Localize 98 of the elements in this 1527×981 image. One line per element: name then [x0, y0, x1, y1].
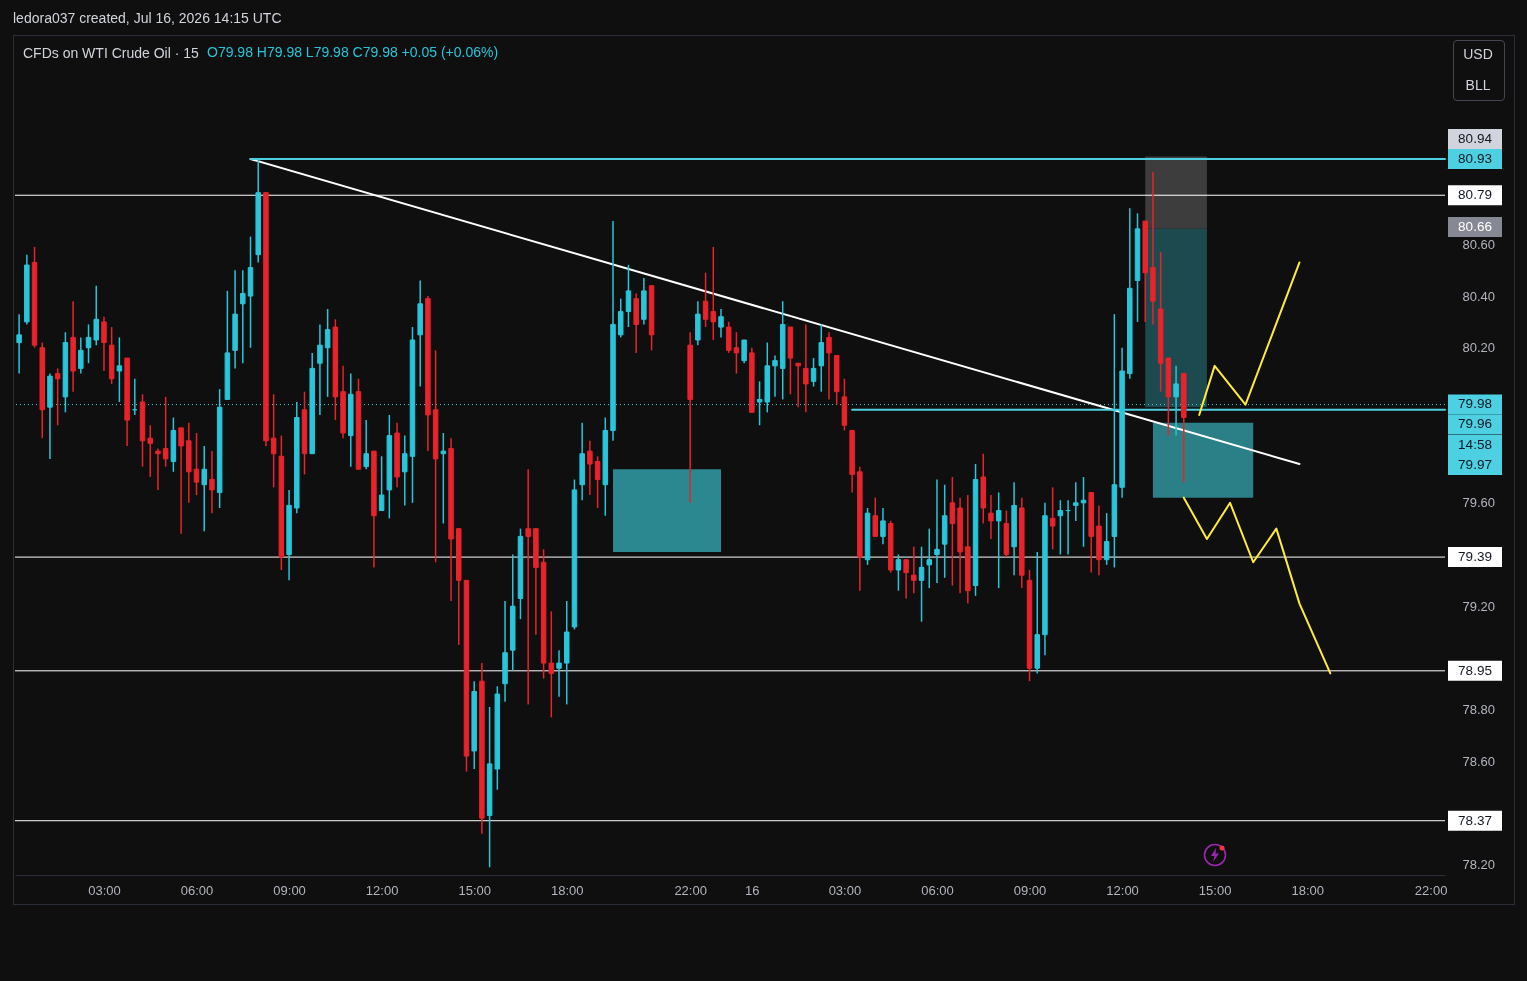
- candlestick: [803, 323, 809, 414]
- candlestick: [741, 339, 747, 364]
- candlestick: [1173, 365, 1179, 437]
- candlestick: [903, 558, 909, 600]
- text: 80.66: [1458, 219, 1492, 234]
- candlestick: [1073, 481, 1079, 522]
- candlestick: [78, 336, 84, 375]
- candlestick: [147, 424, 153, 478]
- candlestick: [926, 527, 932, 589]
- candlestick: [772, 354, 778, 398]
- x-tick-label: 22:00: [674, 882, 707, 898]
- y-tick-label: 78.20: [1462, 857, 1496, 873]
- text: CFDs on WTI Crude Oil · 15: [23, 45, 200, 61]
- candlestick: [934, 478, 940, 584]
- y-tick-label: 78.60: [1462, 753, 1496, 769]
- candlestick: [725, 321, 732, 354]
- candlestick: [324, 308, 331, 398]
- candlestick: [810, 357, 817, 388]
- data-label: 79.96: [1458, 416, 1492, 432]
- candlestick: [402, 434, 408, 507]
- line-series: [1198, 261, 1301, 416]
- candlestick: [16, 313, 22, 375]
- line-series: [1182, 496, 1332, 675]
- text: ledora037 created, Jul 16, 2026 14:15 UTC: [13, 10, 282, 26]
- candlestick: [880, 507, 886, 545]
- candlestick: [949, 476, 956, 587]
- candlestick: [440, 432, 447, 525]
- candlestick: [818, 323, 825, 393]
- candlestick: [733, 331, 740, 375]
- candlestick: [1057, 499, 1064, 556]
- candlestick: [378, 455, 385, 512]
- y-tick-label: 78.80: [1462, 702, 1496, 718]
- candlestick: [918, 546, 925, 623]
- x-tick-label: 09:00: [1013, 882, 1047, 898]
- ref-line-label: 78.95: [1458, 662, 1492, 678]
- candlestick: [209, 450, 215, 514]
- ref-line-label: 79.98: [1458, 396, 1492, 412]
- y-tick-label: 79.20: [1462, 598, 1496, 614]
- candlestick: [85, 323, 92, 364]
- candlestick: [1049, 486, 1056, 551]
- ref-line-label: 80.79: [1458, 187, 1492, 203]
- x-tick-label: 12:00: [1106, 882, 1139, 898]
- text: 14:58: [1458, 437, 1492, 452]
- candlestick: [587, 440, 593, 496]
- text: USD: [1463, 46, 1493, 62]
- candlestick: [556, 649, 562, 698]
- x-tick-label: 06:00: [180, 882, 214, 898]
- ref-line-label: 78.37: [1458, 812, 1492, 828]
- candlestick: [594, 455, 601, 509]
- candlestick: [617, 297, 624, 339]
- x-tick-label: 12:00: [365, 882, 399, 898]
- candlestick: [826, 331, 832, 401]
- x-tick-label: 15:00: [1198, 882, 1232, 898]
- candlestick: [93, 284, 99, 346]
- candlestick: [995, 491, 1002, 589]
- ref-line-label: 79.39: [1458, 549, 1492, 565]
- candlestick: [702, 272, 709, 328]
- y-tick-label: 80.20: [1462, 340, 1496, 356]
- candlestick: [625, 264, 632, 328]
- candlestick: [193, 432, 200, 496]
- y-tick-label: 80.60: [1462, 236, 1496, 252]
- candlestick: [988, 494, 994, 540]
- data-label: 80.93: [1458, 151, 1492, 167]
- candlestick: [363, 419, 369, 470]
- candlestick: [756, 380, 763, 427]
- candlestick: [201, 445, 207, 532]
- x-tick-label: 22:00: [1414, 882, 1448, 898]
- candlestick: [795, 362, 801, 408]
- x-tick-label: 15:00: [458, 882, 491, 898]
- candlestick: [270, 393, 277, 489]
- candlestick: [710, 246, 717, 341]
- y-tick-label: 79.60: [1462, 495, 1496, 511]
- x-tick-label: 03:00: [88, 882, 121, 898]
- candlestick: [317, 323, 323, 416]
- y-tick-label: 80.40: [1462, 288, 1496, 304]
- x-tick-label: 16: [745, 882, 760, 898]
- candlestick: [1103, 512, 1110, 566]
- candlestick: [54, 367, 61, 427]
- candlestick: [178, 427, 184, 535]
- text: 79.97: [1458, 457, 1492, 472]
- x-tick-label: 18:00: [1291, 882, 1324, 898]
- annotation: O79.98 H79.98 L79.98 C79.98 +0.05 (+0.06%): [207, 44, 499, 60]
- candlestick: [872, 496, 879, 538]
- text: 80.94: [1458, 131, 1493, 146]
- text: BLL: [1465, 77, 1491, 93]
- candlestick: [116, 336, 123, 403]
- candlestick: [525, 468, 531, 706]
- candlestick: [895, 553, 902, 592]
- candlestick: [911, 546, 917, 595]
- x-tick-label: 03:00: [828, 882, 862, 898]
- candlestick: [155, 447, 161, 491]
- x-tick-label: 09:00: [273, 882, 306, 898]
- candlestick: [162, 396, 169, 468]
- candlestick: [240, 269, 246, 364]
- x-tick-label: 06:00: [921, 882, 954, 898]
- x-tick-label: 18:00: [550, 882, 584, 898]
- candlestick: [101, 315, 107, 372]
- candlestick: [718, 308, 724, 339]
